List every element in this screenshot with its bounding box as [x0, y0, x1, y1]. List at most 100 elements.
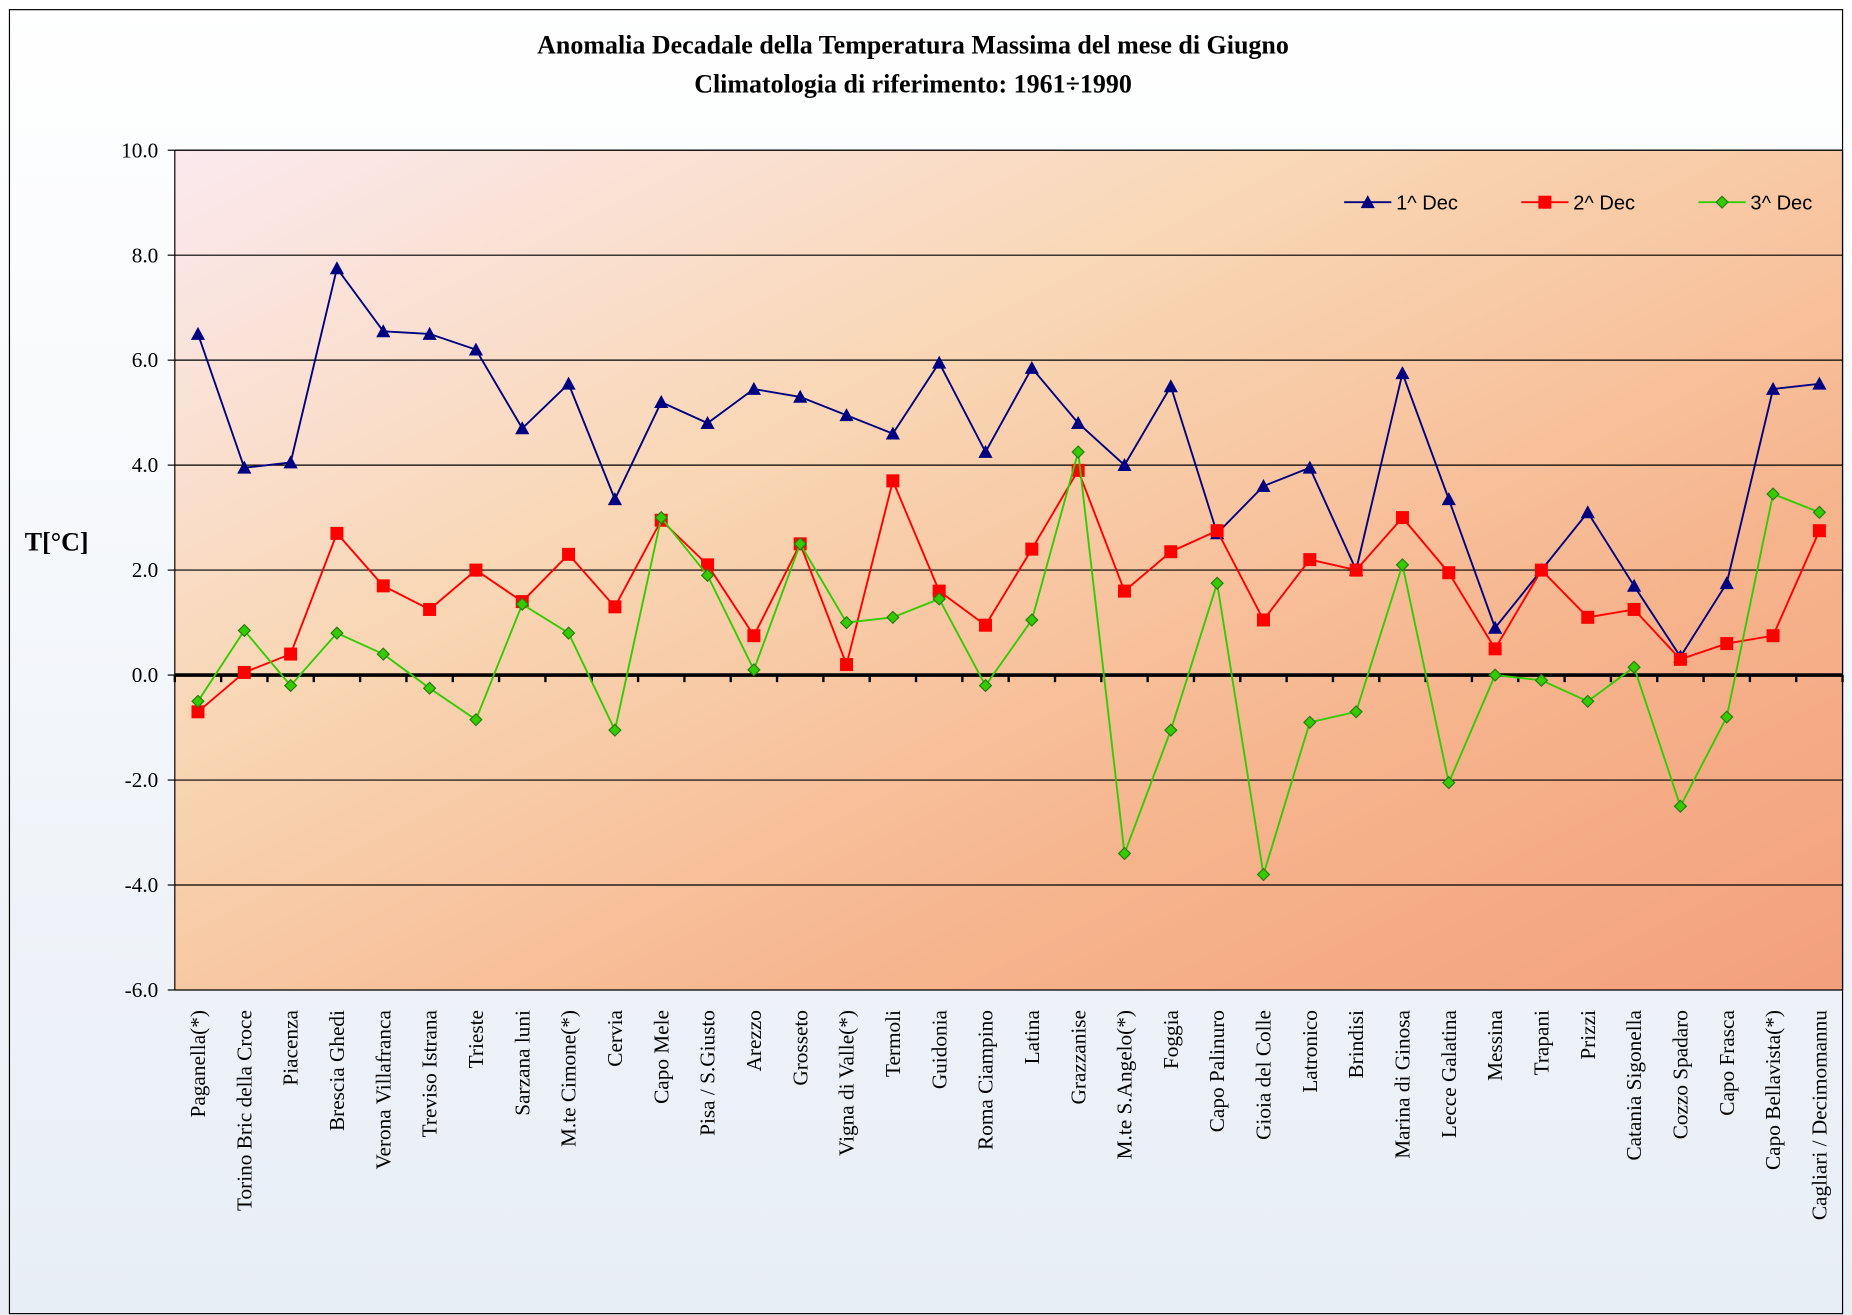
legend-marker: [1715, 195, 1729, 209]
series-line: [197, 266, 1820, 659]
x-tick-label: Trapani: [1530, 1010, 1554, 1075]
data-point: [1627, 660, 1641, 674]
x-tick-label: Brescia Ghedi: [325, 1010, 349, 1131]
data-point: [932, 584, 946, 598]
data-point: [1117, 584, 1131, 598]
x-tick-label: Brindisi: [1344, 1010, 1368, 1079]
x-tick-label: Arezzo: [742, 1010, 766, 1071]
data-point: [283, 678, 298, 693]
data-point: [839, 408, 854, 422]
data-point: [1395, 558, 1410, 572]
y-tick-label: -6.0: [125, 978, 159, 1002]
legend-label: 3^ Dec: [1750, 192, 1812, 214]
data-point: [284, 647, 298, 661]
data-point: [330, 526, 344, 540]
data-point: [1024, 360, 1039, 374]
data-point: [1581, 694, 1595, 709]
x-tick-label: Cagliari / Decimomannu: [1807, 1010, 1831, 1220]
data-point: [1395, 511, 1409, 525]
data-point: [191, 705, 205, 719]
data-point: [330, 626, 344, 640]
data-point: [1164, 723, 1178, 737]
data-point: [237, 665, 251, 679]
data-point: [515, 421, 530, 435]
data-point: [1256, 479, 1271, 493]
data-point: [1441, 492, 1456, 506]
data-point: [376, 647, 391, 661]
y-axis-label: T[°C]: [25, 528, 89, 557]
y-tick-label: -4.0: [125, 873, 159, 897]
data-point: [1442, 775, 1456, 790]
data-point: [747, 663, 761, 677]
x-tick-label: Latronico: [1298, 1010, 1322, 1093]
data-point: [1210, 576, 1224, 590]
x-tick-label: Catania Sigonella: [1622, 1009, 1646, 1160]
x-tick-label: Cervia: [603, 1010, 627, 1067]
data-point: [978, 444, 993, 458]
x-tick-label: Grazzanise: [1066, 1010, 1090, 1104]
data-point: [886, 474, 900, 488]
x-tick-label: Cozzo Spadaro: [1668, 1010, 1692, 1139]
data-point: [1025, 542, 1039, 556]
y-tick-label: -2.0: [125, 768, 159, 792]
chart-title: Anomalia Decadale della Temperatura Mass…: [537, 30, 1289, 59]
x-tick-label: Latina: [1020, 1010, 1044, 1065]
x-tick-label: Roma Ciampino: [974, 1010, 998, 1150]
data-point: [423, 602, 437, 616]
data-point: [1534, 673, 1549, 688]
x-tick-label: Guidonia: [927, 1010, 951, 1090]
series-line: [197, 468, 1821, 713]
data-point: [978, 678, 993, 693]
data-point: [1164, 545, 1178, 559]
x-tick-label: Paganella(*): [186, 1010, 210, 1117]
data-point: [469, 563, 483, 577]
data-point: [701, 558, 715, 572]
data-point: [1488, 668, 1502, 682]
data-point: [237, 460, 252, 474]
data-point: [607, 492, 622, 506]
plot: -6.0 -4.0 -2.0 0.0 2.0 4.0 6.0 8.0 10.0 Paganella…: [121, 138, 1844, 1220]
data-point: [422, 681, 437, 695]
data-point: [515, 597, 529, 611]
data-point: [1302, 460, 1317, 474]
data-point: [1673, 652, 1687, 666]
data-point: [886, 610, 900, 625]
data-point: [1766, 487, 1780, 501]
x-tick-label: Trieste: [464, 1010, 488, 1068]
x-tick-label: Piacenza: [279, 1010, 303, 1086]
data-point: [1117, 458, 1132, 472]
x-tick-label: Termoli: [881, 1010, 905, 1077]
x-tick-label: Sarzana luni: [510, 1010, 534, 1116]
data-point: [747, 629, 761, 643]
x-tick-label: Capo Palinuro: [1205, 1010, 1229, 1132]
data-point: [329, 261, 345, 275]
data-point: [1488, 620, 1503, 634]
data-point: [1349, 705, 1363, 719]
data-point: [608, 723, 622, 737]
data-point: [1720, 637, 1734, 651]
data-point: [700, 416, 715, 430]
chart-subtitle: Climatologia di riferimento: 1961÷1990: [694, 69, 1132, 98]
x-tick-label: Capo Bellavista(*): [1761, 1010, 1785, 1170]
data-point: [1812, 524, 1826, 538]
data-point: [979, 618, 993, 632]
x-tick-label: Torino Bric della Croce: [232, 1010, 256, 1211]
x-tick-label: Lecce Galatina: [1437, 1009, 1461, 1138]
data-point: [1719, 710, 1734, 724]
data-point: [793, 537, 807, 551]
data-point: [608, 600, 622, 614]
y-tick-label: 4.0: [132, 453, 159, 477]
series-line: [197, 451, 1820, 875]
data-point: [561, 376, 576, 390]
data-point: [422, 326, 437, 340]
data-point: [1488, 642, 1502, 656]
data-point: [1117, 846, 1132, 861]
data-point: [932, 592, 946, 606]
data-point: [1627, 602, 1641, 616]
data-point: [562, 547, 576, 561]
data-point: [1163, 379, 1178, 393]
data-point: [1580, 505, 1595, 519]
data-point: [469, 712, 483, 727]
data-point: [793, 389, 808, 403]
y-tick-label: 0.0: [132, 663, 159, 687]
